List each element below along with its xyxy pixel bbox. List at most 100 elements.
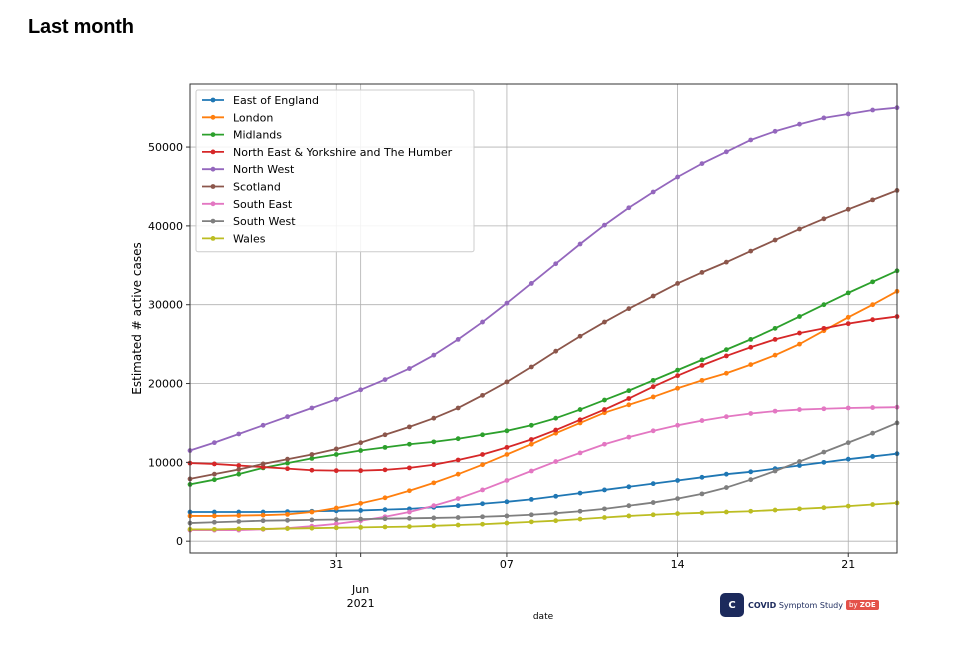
data-point xyxy=(285,517,290,523)
data-point xyxy=(407,424,412,430)
legend-marker xyxy=(210,149,216,155)
data-point xyxy=(723,370,729,376)
data-point xyxy=(845,206,851,212)
data-point xyxy=(577,508,583,514)
data-point xyxy=(260,461,266,467)
data-point xyxy=(431,352,437,358)
data-point xyxy=(723,353,729,359)
data-point xyxy=(577,333,583,339)
data-point xyxy=(504,444,510,450)
legend-marker xyxy=(210,132,216,138)
data-point xyxy=(821,115,827,121)
data-point xyxy=(333,525,339,531)
data-point xyxy=(553,427,559,433)
data-point xyxy=(797,314,802,319)
series-line xyxy=(189,422,898,524)
data-point xyxy=(602,222,607,228)
data-point xyxy=(797,506,802,512)
data-point xyxy=(504,300,510,306)
data-point xyxy=(211,526,217,532)
data-point xyxy=(528,512,534,518)
data-point xyxy=(626,503,632,509)
x-tick-label: Jun xyxy=(351,583,369,596)
data-point xyxy=(309,509,315,515)
data-point xyxy=(528,497,534,502)
data-point xyxy=(309,467,315,473)
y-tick-label: 20000 xyxy=(148,378,183,391)
data-point xyxy=(333,517,339,522)
data-point xyxy=(260,526,266,532)
x-tick-sublabel: 2021 xyxy=(347,597,375,610)
data-point xyxy=(772,128,778,134)
series-lines xyxy=(187,105,900,533)
data-point xyxy=(455,522,461,528)
data-point xyxy=(626,513,632,519)
data-point xyxy=(699,161,705,167)
data-point xyxy=(650,293,656,299)
data-point xyxy=(504,452,510,457)
data-point xyxy=(455,457,461,463)
data-point xyxy=(211,509,217,515)
data-point xyxy=(358,516,364,522)
data-point xyxy=(382,516,388,522)
data-point xyxy=(650,428,656,434)
data-point xyxy=(504,379,510,385)
legend-label: South East xyxy=(233,198,293,211)
legend-marker xyxy=(210,184,216,189)
data-point xyxy=(528,437,534,442)
data-point xyxy=(553,493,559,499)
data-point xyxy=(455,336,461,342)
data-point xyxy=(699,269,705,275)
data-point xyxy=(748,508,754,514)
data-point xyxy=(504,478,510,483)
logo-by: by xyxy=(848,601,858,609)
data-point xyxy=(528,468,534,474)
data-point xyxy=(358,448,364,453)
data-point xyxy=(455,515,461,520)
legend-marker xyxy=(210,166,216,172)
data-point xyxy=(528,364,534,370)
data-point xyxy=(723,414,729,420)
legend-marker xyxy=(210,218,216,224)
data-point xyxy=(528,519,534,525)
data-point xyxy=(626,434,632,440)
data-point xyxy=(845,111,851,117)
legend-label: Wales xyxy=(233,232,266,245)
data-point xyxy=(699,377,705,383)
data-point xyxy=(748,411,754,416)
data-point xyxy=(797,341,802,347)
data-point xyxy=(431,515,437,521)
data-point xyxy=(480,514,485,520)
grid xyxy=(190,84,897,553)
series-line xyxy=(190,290,898,517)
data-point xyxy=(772,325,778,331)
data-point xyxy=(675,385,680,391)
logo-zoe: ZOE xyxy=(859,601,876,609)
data-point xyxy=(772,408,778,414)
data-point xyxy=(748,248,754,254)
data-point xyxy=(309,525,315,531)
data-point xyxy=(480,501,485,507)
data-point xyxy=(382,444,388,450)
data-point xyxy=(845,405,851,411)
x-tick-label: 31 xyxy=(329,558,343,571)
data-point xyxy=(870,302,876,308)
data-point xyxy=(577,417,583,423)
data-point xyxy=(285,511,290,517)
data-point xyxy=(382,377,388,382)
data-point xyxy=(236,513,242,518)
data-point xyxy=(236,467,242,472)
data-point xyxy=(626,205,632,211)
legend-box xyxy=(195,89,475,253)
data-point xyxy=(431,480,437,486)
plot-frame xyxy=(189,83,898,554)
data-point xyxy=(626,484,632,490)
data-point xyxy=(407,524,412,529)
data-point xyxy=(650,189,656,195)
legend-label: North West xyxy=(233,163,295,176)
data-point xyxy=(333,396,339,402)
data-point xyxy=(407,515,412,521)
data-point xyxy=(870,454,876,459)
data-point xyxy=(455,471,461,477)
